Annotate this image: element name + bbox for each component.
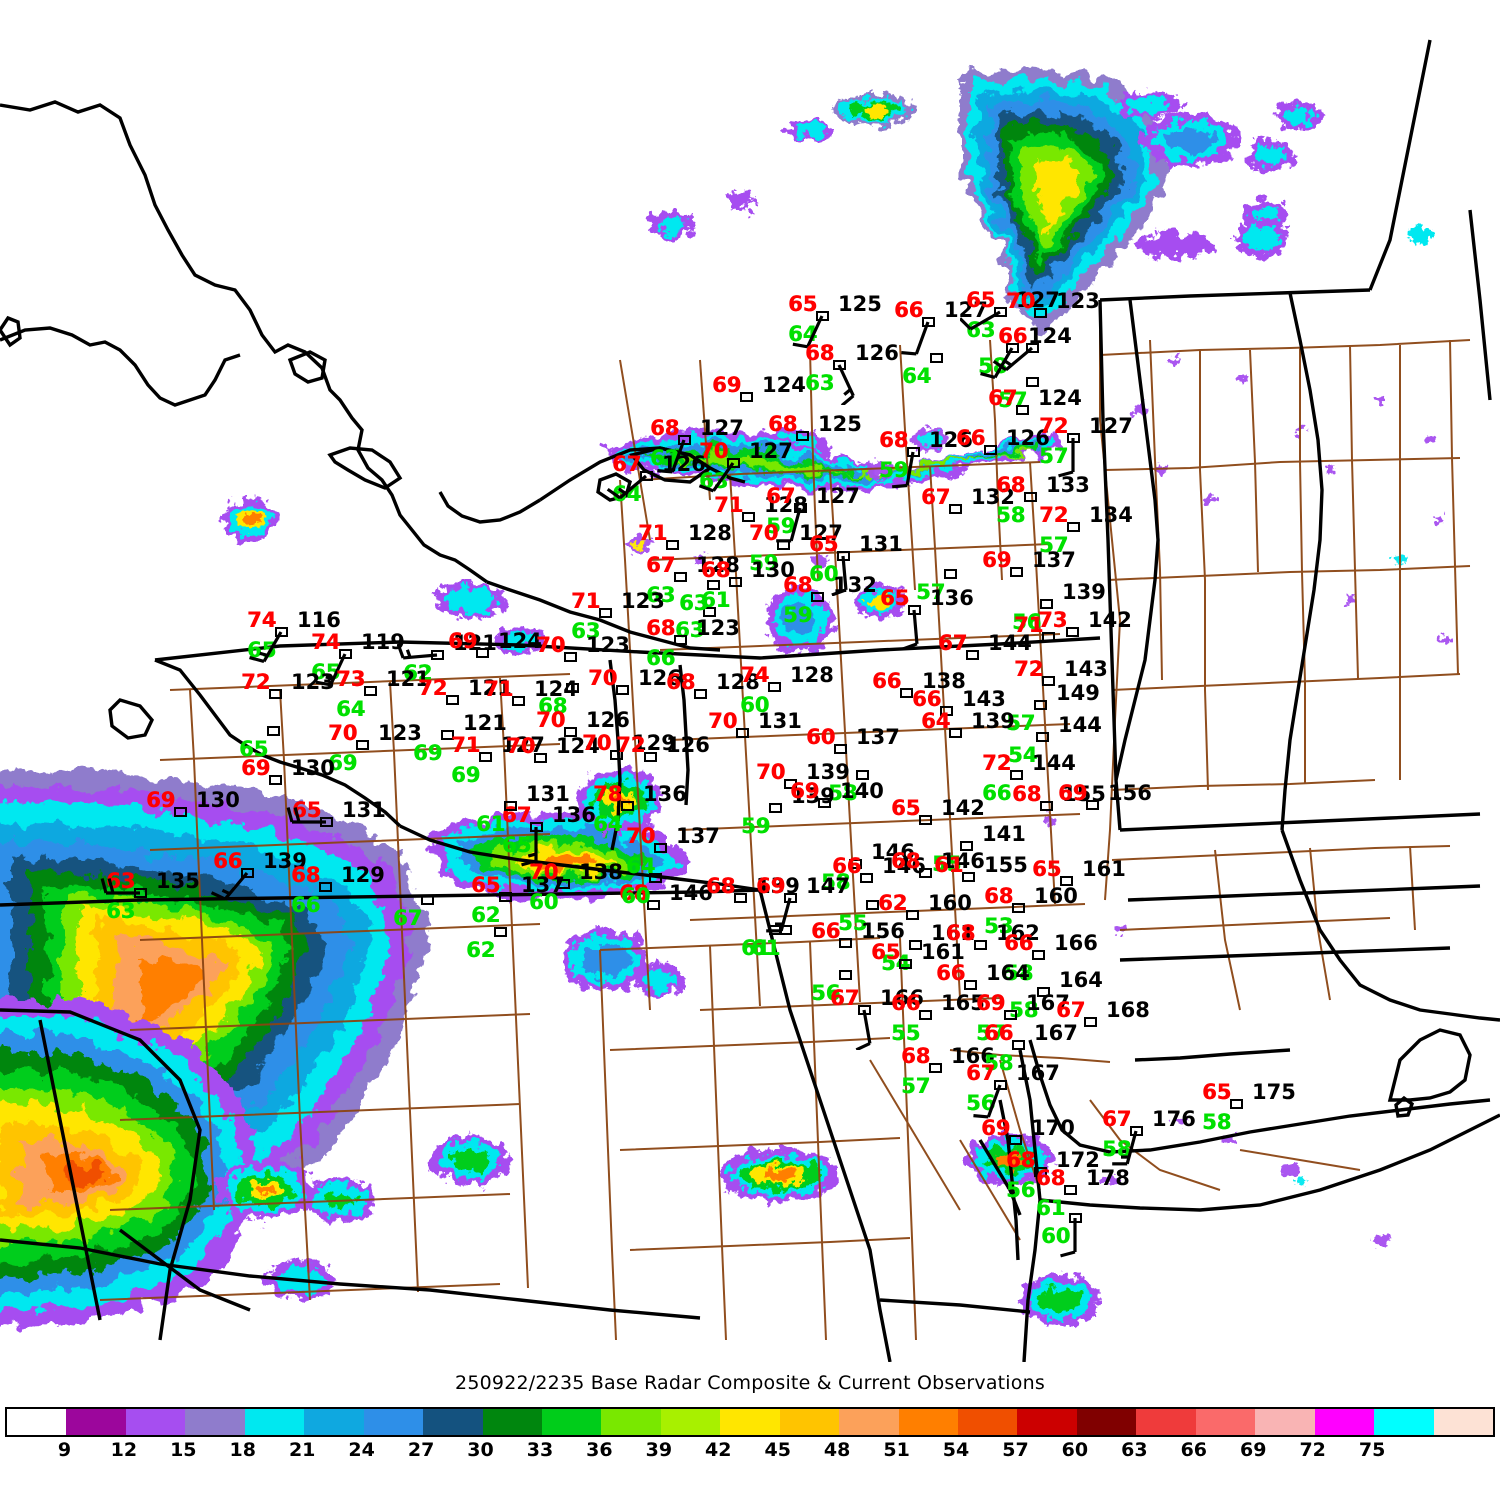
colorbar-tick-labels: 9 12 15 18 21 24 27 30 33 36 39 42 45 48 51 54 57 60 63 66 6… [5, 1437, 1495, 1467]
coastlines-lakes [0, 100, 1500, 1261]
colorbar-tick: 27 [407, 1439, 435, 1461]
colorbar-segment [423, 1409, 483, 1435]
colorbar-tick: 24 [348, 1439, 375, 1461]
map-area[interactable]: 65 64 125 66 127 65 63 127 70 123 58 124 66 68 63 126 64… [0, 0, 1500, 1362]
colorbar-tick: 66 [1180, 1439, 1208, 1461]
colorbar-tick: 12 [110, 1439, 138, 1461]
colorbar-tick: 15 [170, 1439, 197, 1461]
colorbar-segment [541, 1409, 602, 1435]
colorbar-segment [958, 1409, 1018, 1435]
colorbar-segment [1136, 1409, 1196, 1435]
colorbar-tick: 9 [57, 1439, 72, 1461]
colorbar-tick: 39 [645, 1439, 673, 1461]
colorbar-segment [185, 1409, 245, 1435]
colorbar-tick: 45 [764, 1439, 791, 1461]
colorbar-segment [1374, 1409, 1434, 1435]
colorbar-segment [601, 1409, 661, 1435]
colorbar: 9 12 15 18 21 24 27 30 33 36 39 42 45 48 51 54 57 60 63 66 6… [5, 1407, 1495, 1467]
colorbar-segment [1433, 1409, 1493, 1435]
colorbar-tick: 36 [586, 1439, 613, 1461]
colorbar-segment [244, 1409, 305, 1435]
colorbar-tick: 18 [229, 1439, 256, 1461]
colorbar-tick: 57 [1002, 1439, 1029, 1461]
colorbar-segment [1314, 1409, 1375, 1435]
colorbar-segment [363, 1409, 424, 1435]
colorbar-segment [1255, 1409, 1315, 1435]
colorbar-segment [66, 1409, 126, 1435]
colorbar-segment [720, 1409, 780, 1435]
colorbar-tick: 72 [1299, 1439, 1326, 1461]
colorbar-segment [779, 1409, 840, 1435]
state-boundaries [0, 39, 1492, 1362]
colorbar-tick: 69 [1240, 1439, 1267, 1461]
colorbar-segment [839, 1409, 899, 1435]
colorbar-tick: 42 [705, 1439, 732, 1461]
colorbar-segment [660, 1409, 721, 1435]
geography-layer [0, 39, 1500, 1362]
colorbar-segment [1195, 1409, 1256, 1435]
colorbar-tick: 54 [942, 1439, 970, 1461]
colorbar-segment [304, 1409, 364, 1435]
radar-reflectivity-layer [0, 68, 1450, 1329]
colorbar-segment [482, 1409, 542, 1435]
colorbar-segment [1076, 1409, 1137, 1435]
colorbar-tick: 63 [1121, 1439, 1148, 1461]
colorbar-segment [7, 1409, 67, 1435]
colorbar-tick: 60 [1061, 1439, 1089, 1461]
colorbar-tick: 30 [467, 1439, 494, 1461]
colorbar-segment [898, 1409, 958, 1435]
colorbar-tick: 75 [1358, 1439, 1386, 1461]
page-title: 250922/2235 Base Radar Composite & Curre… [455, 1372, 1045, 1394]
county-boundaries [99, 330, 1471, 1341]
colorbar-tick: 48 [823, 1439, 851, 1461]
colorbar-tick: 33 [526, 1439, 554, 1461]
colorbar-tick: 21 [288, 1439, 316, 1461]
colorbar-swatches [5, 1407, 1495, 1437]
colorbar-tick: 51 [883, 1439, 910, 1461]
colorbar-segment [125, 1409, 186, 1435]
colorbar-segment [1017, 1409, 1077, 1435]
